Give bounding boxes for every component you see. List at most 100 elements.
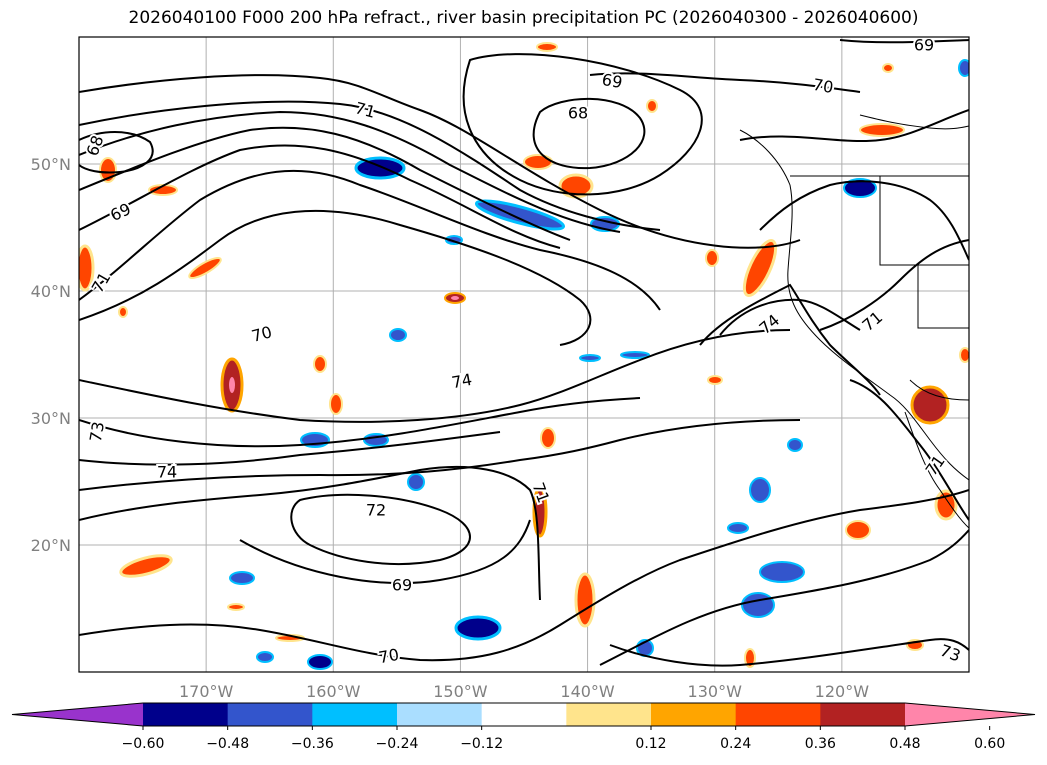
blob-pos	[540, 427, 556, 449]
contour-line	[532, 97, 646, 170]
blob-neg	[229, 571, 255, 585]
contour-line	[79, 100, 661, 231]
blob-pos	[859, 123, 905, 137]
contour-line	[759, 180, 969, 261]
contour-label: 74	[450, 370, 473, 392]
colorbar-tick-label: 0.48	[889, 736, 920, 752]
blob-neg	[749, 477, 771, 503]
contour-line	[79, 465, 541, 601]
colorbar-tick-label: 0.60	[974, 736, 1005, 752]
blob-neg	[579, 354, 601, 362]
colorbar-bin	[397, 703, 483, 726]
colorbar-tick-label: −0.36	[291, 736, 334, 752]
colorbar-bin	[566, 703, 652, 726]
chart-title: 2026040100 F000 200 hPa refract., river …	[128, 8, 919, 28]
lon-tick-label: 140°W	[560, 682, 615, 701]
lat-tick-label: 30°N	[31, 409, 71, 428]
contour-label: 69	[392, 576, 412, 595]
contour-line	[819, 239, 969, 331]
blob-pos	[910, 385, 950, 425]
blob-neg	[741, 592, 775, 618]
contour-line	[79, 397, 641, 448]
colorbar-extend-high	[905, 703, 1035, 726]
contour-label: 73	[86, 420, 108, 443]
contour-line	[589, 72, 861, 93]
contour-line	[839, 39, 969, 44]
contour-line	[739, 109, 969, 143]
contour-label: 74	[157, 463, 177, 482]
blob-pos	[329, 393, 343, 415]
colorbar-tick-label: −0.60	[122, 736, 165, 752]
contour-line	[609, 638, 969, 667]
colorbar-tick-label: 0.24	[720, 736, 751, 752]
blob-pos	[744, 648, 756, 668]
colorbar-tick-label: −0.48	[206, 736, 249, 752]
blob-neg	[407, 473, 425, 491]
blob-neg	[787, 438, 803, 452]
map-frame-bg	[79, 37, 969, 672]
lon-tick-label: 130°W	[688, 682, 743, 701]
blob-neg	[727, 522, 749, 534]
contour-line	[79, 169, 661, 311]
blob-neg	[307, 654, 333, 670]
lat-tick-label: 20°N	[31, 536, 71, 555]
contour-line	[79, 126, 571, 241]
blob-neg	[843, 178, 877, 198]
coastline	[739, 114, 969, 529]
blob-pos	[707, 375, 723, 385]
colorbar: −0.60 −0.48 −0.36 −0.24 −0.12 0.12 0.24 0.36 0.4…	[11, 702, 1036, 752]
blob-pos	[742, 238, 778, 298]
blob-pos	[646, 99, 658, 113]
blob-pos	[229, 377, 235, 393]
contour-line	[290, 493, 471, 565]
lat-tick-label: 50°N	[31, 155, 71, 174]
blob-pos	[188, 257, 222, 279]
colorbar-extend-low	[12, 703, 143, 726]
contour-label: 68	[568, 104, 588, 123]
contour-line	[79, 209, 592, 346]
lon-tick-label: 150°W	[433, 682, 488, 701]
contour-line	[79, 74, 801, 249]
blob-pos	[119, 554, 173, 578]
contour-line	[719, 298, 861, 336]
contour-line	[239, 519, 531, 585]
contour-line	[849, 379, 969, 521]
blob-pos	[574, 572, 596, 628]
colorbar-bin	[481, 703, 567, 726]
contour-label: 72	[366, 501, 386, 520]
refractivity-contours	[79, 39, 969, 667]
blob-pos	[118, 306, 128, 318]
colorbar-bin	[820, 703, 906, 726]
colorbar-bin	[227, 703, 313, 726]
lat-labels: 50°N 40°N 30°N 20°N	[31, 155, 71, 555]
colorbar-tick-label: 0.36	[805, 736, 836, 752]
contour-label: 70	[811, 75, 834, 97]
blob-pos	[79, 244, 95, 292]
contour-line	[79, 419, 801, 491]
contour-line	[599, 529, 969, 666]
blob-pos	[227, 603, 245, 611]
blob-pos	[536, 42, 558, 52]
blob-neg	[958, 59, 969, 77]
blob-pos	[705, 249, 719, 267]
colorbar-tick-label: −0.12	[460, 736, 503, 752]
contour-line	[79, 489, 969, 662]
blob-neg	[256, 651, 274, 663]
precip-blobs	[79, 42, 969, 670]
lon-tick-label: 170°W	[179, 682, 234, 701]
contour-label: 69	[914, 36, 934, 55]
lon-tick-label: 120°W	[815, 682, 870, 701]
colorbar-bin	[651, 703, 737, 726]
blob-neg	[389, 328, 407, 342]
blob-pos	[451, 296, 459, 300]
colorbar-bin	[143, 703, 229, 726]
contour-line	[79, 329, 791, 423]
map-frame	[78, 36, 970, 673]
blob-neg	[620, 351, 650, 359]
blob-neg	[454, 615, 502, 641]
contour-line	[79, 431, 501, 466]
lon-tick-label: 160°W	[306, 682, 361, 701]
colorbar-tick-label: 0.12	[635, 736, 666, 752]
contour-label: 69	[600, 70, 623, 92]
